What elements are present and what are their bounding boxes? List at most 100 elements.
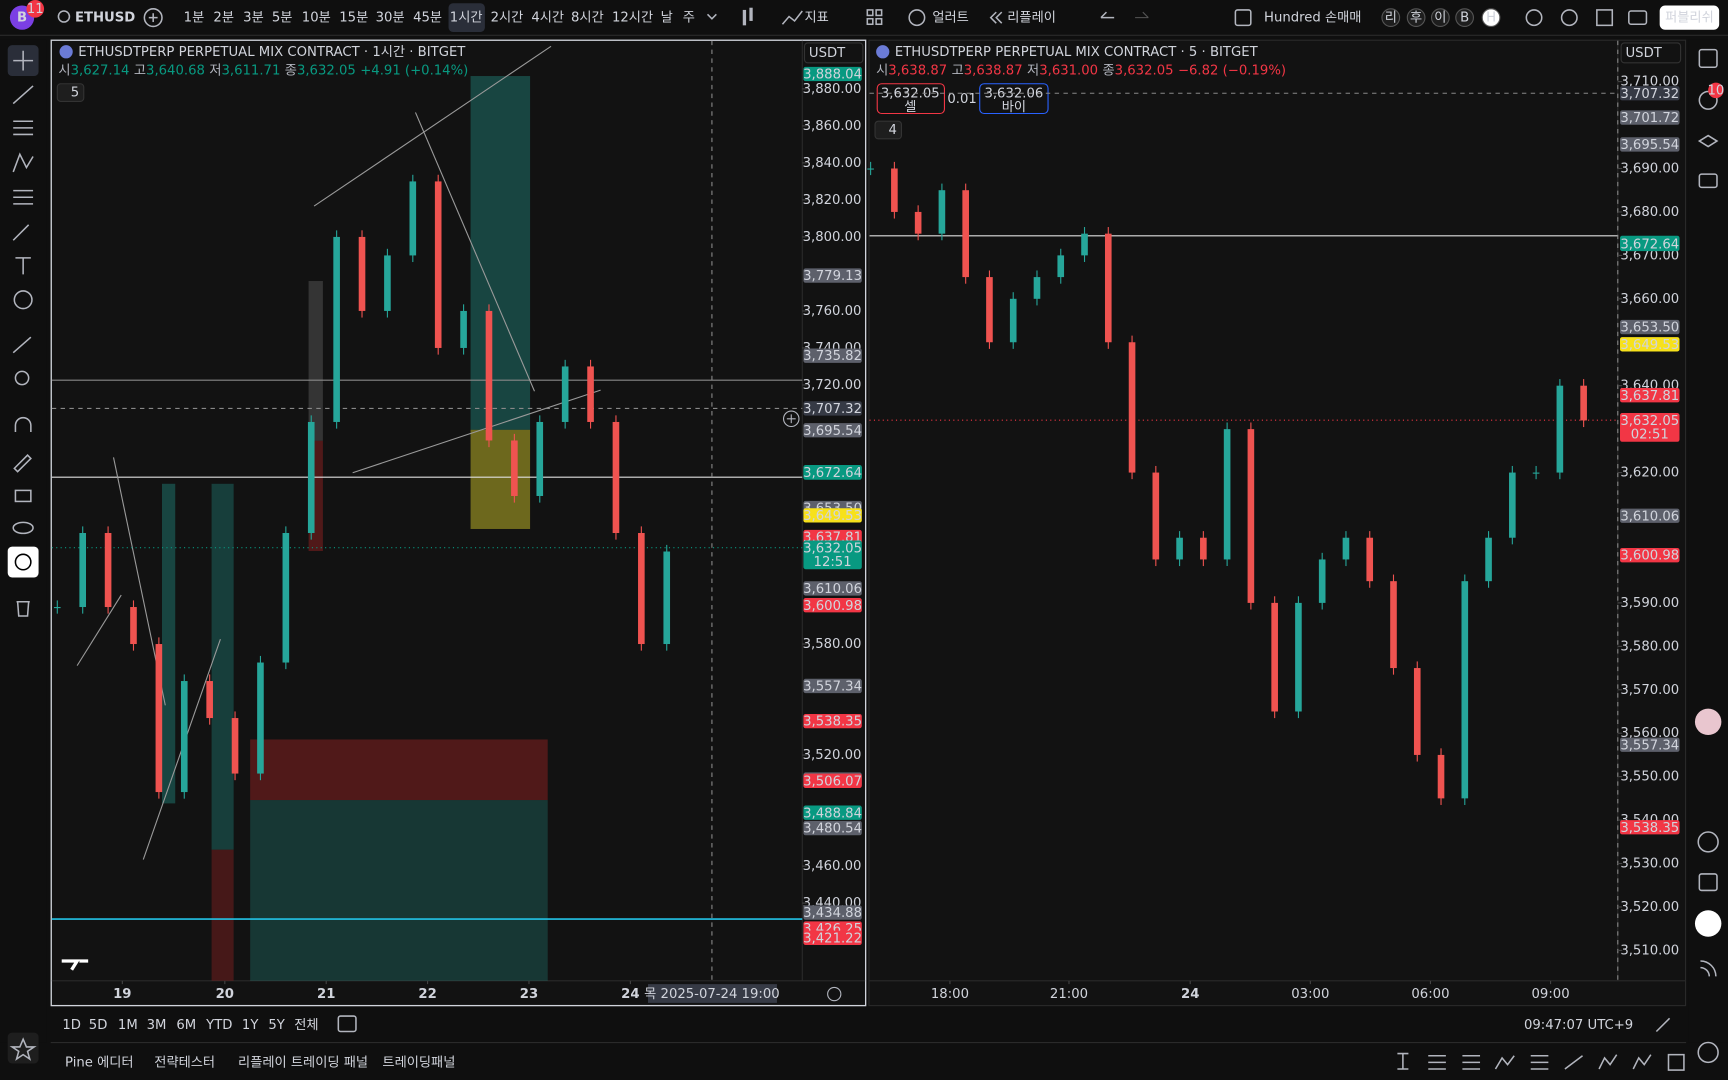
replay-button[interactable]: 리플레이 [1007,10,1056,26]
range-button[interactable]: 1M [118,1018,138,1033]
forecast-tool[interactable] [13,189,34,205]
bottom-tab[interactable]: Pine 에디터 [65,1054,134,1070]
chart-type-icon[interactable] [742,9,747,26]
sell-button[interactable] [876,83,945,115]
signal-icon[interactable] [1700,960,1717,977]
zone[interactable] [308,281,323,441]
bottom-tab[interactable]: 트레이딩패널 [382,1054,455,1070]
fib-tool[interactable] [13,120,34,136]
range-button[interactable]: 5D [89,1018,108,1033]
layout-icon[interactable] [866,9,874,17]
clock[interactable]: 09:47:07 UTC+9 [1524,1018,1633,1033]
zoom-tool[interactable] [14,370,30,386]
buy-button[interactable] [979,83,1049,115]
ruler-tool[interactable] [12,336,32,354]
interval-button[interactable]: 45분 [413,11,442,26]
chart-title[interactable]: ETHUSDTPERP PERPETUAL MIX CONTRACT · 5 ·… [895,45,1259,60]
range-button[interactable]: 전체 [294,1017,318,1033]
interval-button[interactable]: 1시간 [450,10,483,26]
delete-tool[interactable] [16,600,30,617]
translate-button[interactable] [1694,708,1722,736]
footer-tool[interactable] [1632,1054,1652,1070]
interval-button[interactable]: 8시간 [571,10,604,26]
stop-zone[interactable] [250,739,548,801]
footer-tool[interactable] [1530,1054,1549,1070]
interval-button[interactable]: 15분 [339,11,368,26]
right-chart-panel[interactable] [868,39,1687,1007]
footer-tool[interactable] [1428,1054,1446,1070]
zone[interactable] [162,483,176,804]
zone[interactable] [211,849,234,981]
pattern-tool[interactable] [12,152,34,173]
indicator-toggle[interactable] [874,120,903,140]
search-icon[interactable] [57,10,71,23]
alerts-icon[interactable] [1698,90,1718,110]
trend-line[interactable] [76,594,122,666]
chat-icon[interactable] [1698,173,1718,189]
layout-name[interactable]: Hundred 손매매 [1264,10,1361,26]
trend-line[interactable] [414,112,535,392]
range-button[interactable]: YTD [205,1018,232,1033]
interval-button[interactable]: 4시간 [531,10,564,26]
interval-dropdown[interactable] [706,13,717,20]
interval-button[interactable]: 1분 [184,11,205,26]
avatar[interactable] [1431,8,1450,27]
goto-date[interactable] [337,1015,357,1033]
footer-tool[interactable] [1462,1054,1481,1070]
symbol[interactable]: ETHUSD [75,11,135,26]
interval-button[interactable]: 2분 [213,11,234,26]
trend-line[interactable] [352,389,601,474]
layers-icon[interactable] [1697,134,1719,148]
bottom-tab[interactable]: 리플레이 트레이딩 패널 [238,1054,368,1070]
trendline-tool[interactable] [12,85,34,105]
range-button[interactable]: 5Y [268,1018,285,1033]
footer-tool[interactable] [1397,1052,1409,1070]
watchlist-icon[interactable] [1698,48,1718,68]
currency-select[interactable] [1620,42,1682,64]
footer-tool[interactable] [1667,1053,1685,1071]
add-symbol[interactable] [143,8,163,28]
undo[interactable] [1100,11,1115,19]
interval-button[interactable]: 30분 [376,11,405,26]
entry-zone[interactable] [470,429,531,529]
currency-select[interactable] [803,42,864,64]
apps-icon[interactable] [1694,910,1722,937]
interval-button[interactable]: 10분 [302,11,331,26]
timezone-settings[interactable] [827,986,842,1002]
object-tree[interactable] [7,546,39,578]
collapse-icon[interactable] [1655,1017,1671,1033]
range-button[interactable]: 1D [62,1018,81,1033]
avatar[interactable] [1406,8,1426,27]
quick-search[interactable] [1525,9,1543,27]
alert-icon[interactable] [908,9,926,27]
fullscreen[interactable] [1596,9,1614,27]
footer-tool[interactable] [1564,1055,1583,1070]
sidebar-toggle[interactable] [1234,9,1252,27]
interval-button[interactable]: 3분 [243,11,264,26]
zone[interactable] [211,483,234,850]
indicator-toggle[interactable] [56,83,85,102]
magnet-tool[interactable] [14,416,32,432]
left-chart-panel[interactable] [50,39,867,1007]
chart-title[interactable]: ETHUSDTPERP PERPETUAL MIX CONTRACT · 1시간… [78,44,466,60]
interval-button[interactable]: 5분 [272,11,293,26]
redo[interactable] [1135,11,1149,19]
snapshot[interactable] [1628,10,1648,26]
indicator-icon[interactable] [781,10,803,25]
interval-button[interactable]: 2시간 [491,10,524,26]
publish-button[interactable] [1659,5,1720,30]
range-button[interactable]: 3M [147,1018,167,1033]
target-zone[interactable] [250,800,548,981]
crosshair-tool[interactable] [13,50,34,71]
interval-button[interactable]: 주 [683,11,695,26]
footer-tool[interactable] [1494,1055,1515,1070]
settings[interactable] [1560,9,1578,27]
interval-button[interactable]: 날 [661,10,673,26]
visibility-tool[interactable] [12,521,34,535]
footer-tool[interactable] [1598,1054,1618,1070]
replay-icon[interactable] [989,11,1003,24]
long-position-zone[interactable] [470,76,531,430]
lock-tool[interactable] [14,489,32,503]
calendar-icon[interactable] [1698,873,1718,892]
help-icon[interactable] [1697,1041,1719,1064]
